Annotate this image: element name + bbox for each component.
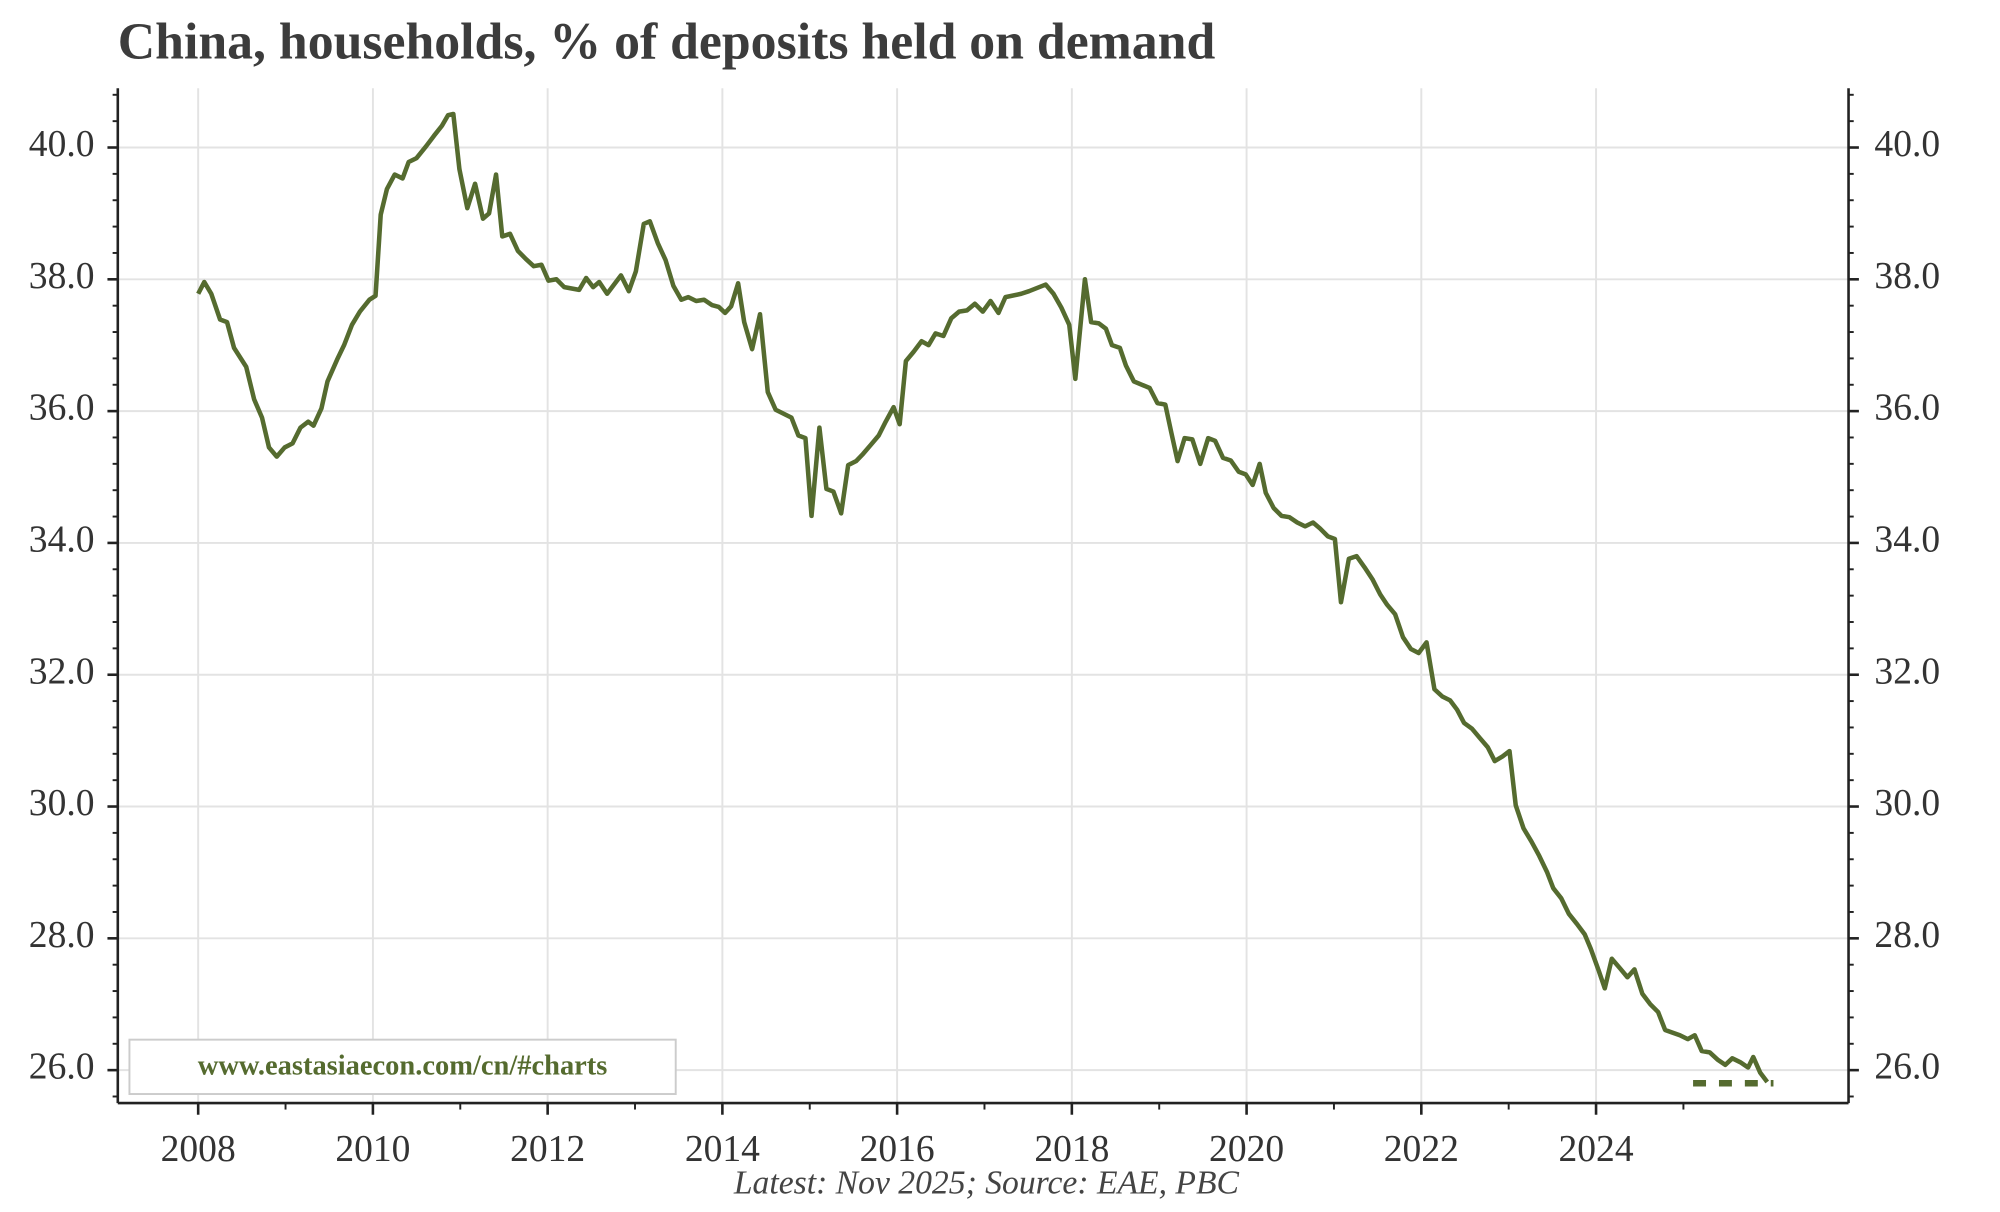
- y-tick-label: 30.0: [29, 783, 95, 824]
- y2-tick-label: 34.0: [1874, 520, 1940, 561]
- y2-tick-label: 36.0: [1874, 388, 1940, 429]
- y-tick-label: 28.0: [29, 915, 95, 956]
- chart-title: China, households, % of deposits held on…: [118, 14, 1216, 71]
- y2-tick-label: 26.0: [1874, 1047, 1940, 1088]
- x-tick-label: 2008: [161, 1129, 236, 1170]
- y2-tick-label: 32.0: [1874, 651, 1940, 692]
- data-line: [196, 111, 1770, 1084]
- x-tick-label: 2012: [510, 1129, 585, 1170]
- y-tick-label: 26.0: [29, 1047, 95, 1088]
- y-tick-label: 32.0: [29, 651, 95, 692]
- x-tick-label: 2014: [685, 1129, 760, 1170]
- watermark: www.eastasiaecon.com/cn/#charts: [198, 1051, 608, 1082]
- y2-tick-label: 38.0: [1874, 256, 1940, 297]
- x-tick-label: 2020: [1209, 1129, 1284, 1170]
- x-tick-label: 2018: [1034, 1129, 1109, 1170]
- x-tick-label: 2010: [335, 1129, 410, 1170]
- y-tick-label: 34.0: [29, 520, 95, 561]
- y-tick-label: 40.0: [29, 124, 95, 165]
- watermark-box: [128, 1038, 677, 1095]
- footnote: Latest: Nov 2025; Source: EAE, PBC: [733, 1165, 1240, 1202]
- y-tick-label: 38.0: [29, 256, 95, 297]
- x-tick-label: 2016: [860, 1129, 935, 1170]
- x-tick-label: 2024: [1559, 1129, 1634, 1170]
- y2-tick-label: 30.0: [1874, 783, 1940, 824]
- y2-tick-label: 28.0: [1874, 915, 1940, 956]
- y2-tick-label: 40.0: [1874, 124, 1940, 165]
- y-tick-label: 36.0: [29, 388, 95, 429]
- x-tick-label: 2022: [1384, 1129, 1459, 1170]
